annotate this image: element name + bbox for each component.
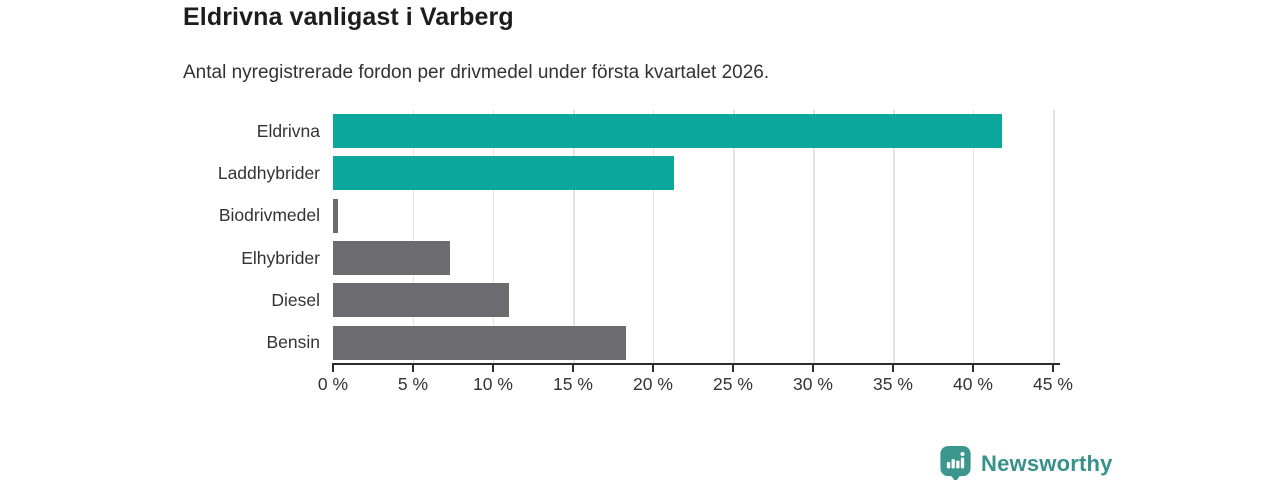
bar-diesel — [333, 283, 509, 318]
gridline — [893, 110, 895, 364]
newsworthy-logo-link[interactable]: Newsworthy — [939, 445, 1113, 480]
gridline — [972, 110, 975, 364]
category-label: Diesel — [271, 289, 320, 310]
bar-chart-speech-bubble-icon — [940, 445, 971, 480]
gridline — [813, 110, 815, 364]
x-axis-tick-label: 15 % — [553, 374, 593, 394]
category-label: Eldrivna — [256, 120, 320, 141]
chart-subtitle: Antal nyregistrerade fordon per drivmede… — [183, 62, 770, 83]
bar-bensin — [333, 325, 626, 360]
bar-eldrivna — [333, 114, 1002, 149]
x-axis-tick — [492, 365, 494, 372]
bar-laddhybrider — [333, 156, 674, 191]
x-axis-tick-label: 0 % — [317, 374, 349, 394]
x-axis-tick — [732, 365, 734, 372]
x-axis-tick-label: 45 % — [1033, 374, 1073, 394]
category-label: Laddhybrider — [217, 162, 320, 183]
x-axis-tick — [972, 365, 974, 372]
x-axis-line — [332, 363, 1060, 365]
bar-row — [333, 237, 1053, 279]
x-axis-tick — [332, 365, 334, 372]
bar-elhybrider — [333, 241, 450, 276]
bar-row — [333, 110, 1053, 152]
x-axis-tick-label: 5 % — [397, 374, 429, 394]
gridline — [652, 110, 655, 364]
gridline — [492, 110, 495, 364]
category-label: Bensin — [266, 332, 320, 353]
gridline — [573, 110, 575, 364]
bar-biodrivmedel — [333, 198, 338, 233]
y-axis-category-labels: Eldrivna Laddhybrider Biodrivmedel Elhybrid… — [0, 110, 320, 364]
x-axis-tick-label: 10 % — [473, 374, 513, 394]
x-axis-tick — [572, 365, 574, 372]
bar-row — [333, 195, 1053, 237]
gridline — [412, 110, 415, 364]
x-axis-tick-label: 30 % — [793, 374, 833, 394]
x-axis-tick — [892, 365, 894, 372]
newsworthy-logo-text: Newsworthy — [981, 450, 1113, 476]
x-axis-tick — [1052, 365, 1054, 372]
bar-row — [333, 152, 1053, 194]
x-axis-tick — [652, 365, 654, 372]
bars — [333, 110, 1053, 364]
bar-row — [333, 322, 1053, 364]
category-label: Biodrivmedel — [218, 205, 320, 226]
x-axis-tick-label: 40 % — [953, 374, 993, 394]
category-label: Elhybrider — [241, 247, 320, 268]
x-axis-tick-label: 35 % — [873, 374, 913, 394]
bar-row — [333, 279, 1053, 321]
gridline — [1053, 110, 1055, 364]
x-axis-tick — [812, 365, 814, 372]
x-axis-tick-label: 20 % — [633, 374, 673, 394]
x-axis-tick-label: 25 % — [713, 374, 753, 394]
gridline — [733, 110, 735, 364]
plot-area — [333, 110, 1055, 364]
chart-title: Eldrivna vanligast i Varberg — [183, 3, 514, 31]
x-axis-tick — [412, 365, 414, 372]
